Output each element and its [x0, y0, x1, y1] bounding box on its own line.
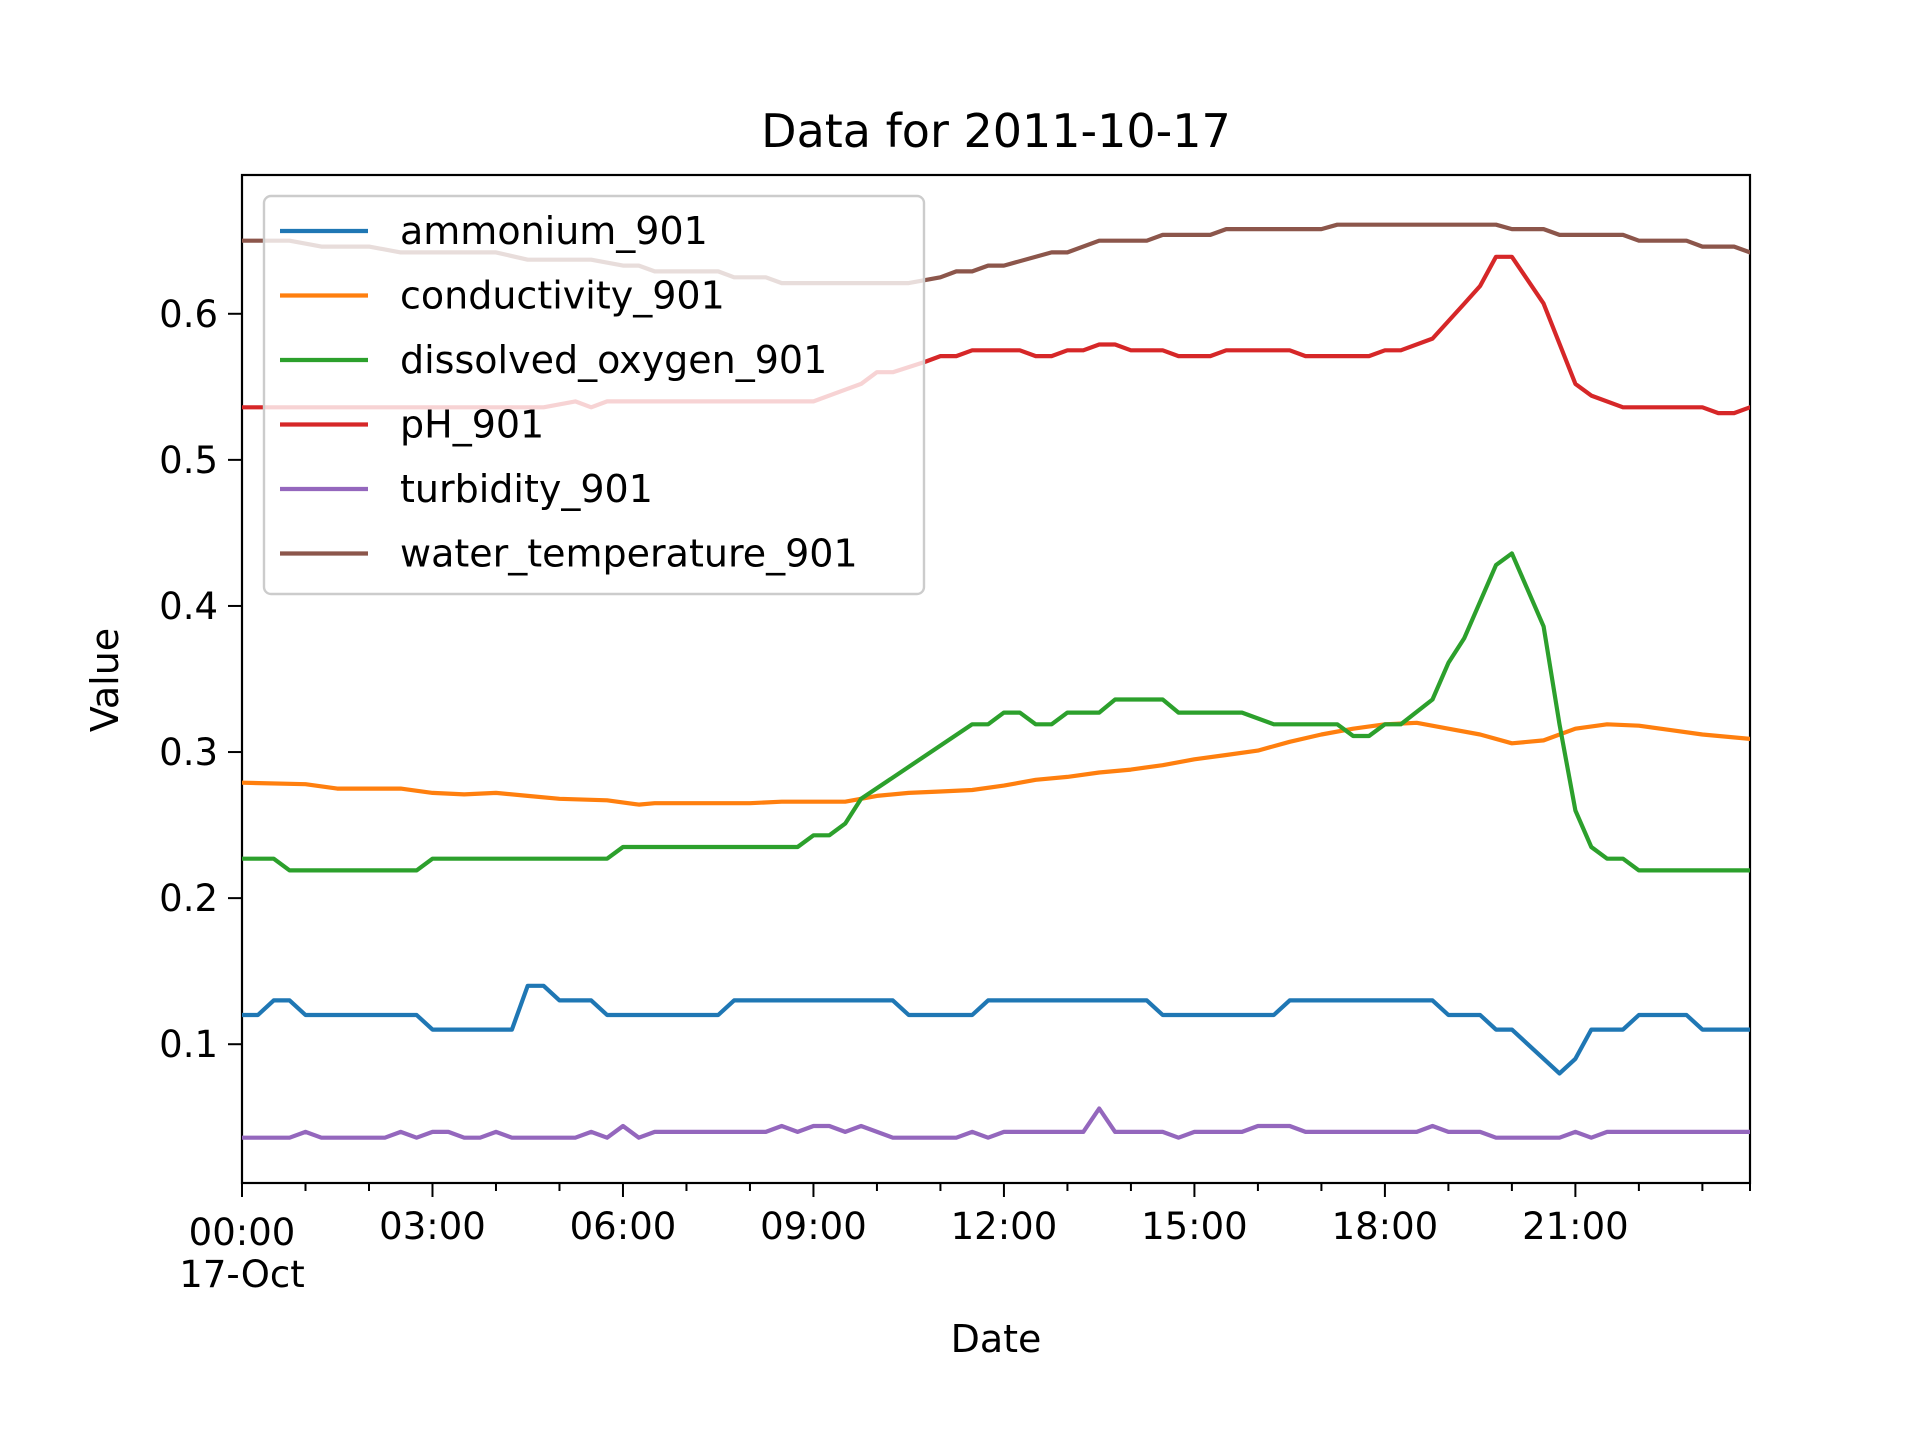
y-axis-label: Value — [83, 628, 127, 732]
legend-label: turbidity_901 — [400, 467, 653, 511]
y-tick-label: 0.2 — [159, 877, 218, 920]
x-tick-label: 03:00 — [379, 1205, 486, 1248]
legend-label: water_temperature_901 — [400, 532, 858, 576]
y-tick-label: 0.4 — [159, 585, 218, 628]
x-tick-label: 12:00 — [951, 1205, 1058, 1248]
y-tick-label: 0.5 — [159, 439, 218, 482]
series-line-conductivity_901 — [242, 720, 1750, 807]
series-line-ammonium_901 — [242, 983, 1750, 1076]
legend-label: dissolved_oxygen_901 — [400, 338, 827, 382]
y-tick-label: 0.1 — [159, 1023, 218, 1066]
x-tick-label: 00:00 — [189, 1211, 296, 1254]
series-line-dissolved_oxygen_901 — [242, 551, 1750, 873]
chart-title: Data for 2011-10-17 — [761, 104, 1231, 158]
axes-frame — [240, 173, 1752, 1185]
y-tick-label: 0.3 — [159, 731, 218, 774]
x-axis-label: Date — [951, 1317, 1042, 1361]
x-tick-label: 06:00 — [570, 1205, 677, 1248]
legend-box — [262, 194, 926, 596]
x-tick-sublabel: 17-Oct — [179, 1253, 304, 1296]
x-tick-label: 18:00 — [1332, 1205, 1439, 1248]
x-tick-label: 15:00 — [1141, 1205, 1248, 1248]
y-tick-label: 0.6 — [159, 293, 218, 336]
legend-label: pH_901 — [400, 403, 544, 447]
x-tick-label: 21:00 — [1522, 1205, 1629, 1248]
legend-label: ammonium_901 — [400, 209, 708, 253]
legend-label: conductivity_901 — [400, 274, 725, 318]
series-lines — [242, 222, 1750, 1140]
series-line-turbidity_901 — [242, 1106, 1750, 1140]
legend: ammonium_901 conductivity_901 dissolved_ox… — [262, 194, 926, 596]
x-tick-label: 09:00 — [760, 1205, 867, 1248]
